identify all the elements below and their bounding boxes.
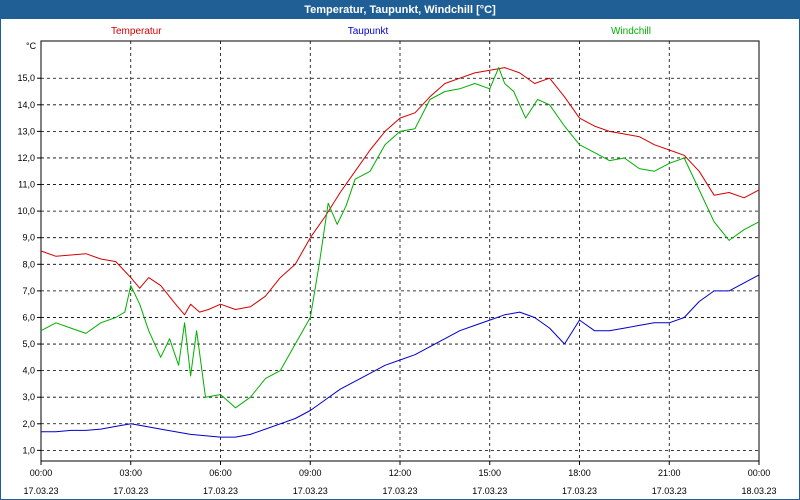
x-axis: 00:00 17.03.23 03:00 17.03.23 06:00 17.03.23 0… (23, 461, 777, 496)
y-tick-label: 11,0 (18, 180, 35, 190)
grid-lines (41, 41, 759, 461)
x-tick-date: 17.03.23 (23, 486, 58, 496)
y-tick-label: 6,0 (22, 312, 35, 322)
x-tick-date: 17.03.23 (203, 486, 238, 496)
y-axis: 1,0 2,0 3,0 4,0 5,0 6,0 7,0 8,0 9,0 10,0 11,0 12,0 1… (17, 73, 41, 455)
x-tick-time: 00:00 (30, 468, 53, 478)
x-tick-time: 00:00 (748, 468, 771, 478)
x-tick-time: 15:00 (478, 468, 501, 478)
y-tick-label: 7,0 (22, 286, 35, 296)
y-tick-label: 4,0 (22, 366, 35, 376)
x-tick-date: 17.03.23 (472, 486, 507, 496)
y-tick-label: 1,0 (22, 445, 35, 455)
y-tick-label: 3,0 (22, 392, 35, 402)
x-tick-date: 17.03.23 (652, 486, 687, 496)
y-tick-label: 12,0 (17, 153, 35, 163)
series-lines (40, 67, 760, 438)
x-tick-date: 17.03.23 (113, 486, 148, 496)
x-tick-time: 18:00 (568, 468, 591, 478)
x-tick-date: 17.03.23 (562, 486, 597, 496)
y-tick-label: 9,0 (22, 233, 35, 243)
x-tick-time: 06:00 (209, 468, 232, 478)
y-tick-label: 10,0 (17, 206, 35, 216)
y-tick-label: 5,0 (22, 339, 35, 349)
window-title: Temperatur, Taupunkt, Windchill [°C] (1, 1, 799, 19)
y-tick-label: 2,0 (22, 419, 35, 429)
y-tick-label: 14,0 (17, 100, 35, 110)
series-line-temperatur (40, 67, 760, 316)
line-chart: 1,0 2,0 3,0 4,0 5,0 6,0 7,0 8,0 9,0 10,0 11,0 12,0 1… (17, 26, 777, 496)
series-line-windchill (40, 67, 760, 409)
y-axis-label: °C (26, 41, 37, 51)
x-tick-date: 17.03.23 (382, 486, 417, 496)
legend-taupunkt: Taupunkt (348, 26, 389, 37)
y-tick-label: 13,0 (17, 126, 35, 136)
x-tick-time: 03:00 (119, 468, 142, 478)
x-tick-time: 12:00 (389, 468, 412, 478)
legend-windchill: Windchill (611, 26, 651, 37)
y-tick-label: 8,0 (22, 259, 35, 269)
legend-temperatur: Temperatur (111, 26, 162, 37)
legend: Temperatur Taupunkt Windchill (111, 26, 651, 37)
y-tick-label: 15,0 (17, 73, 35, 83)
x-tick-date: 17.03.23 (293, 486, 328, 496)
series-line-taupunkt (41, 274, 760, 438)
x-tick-time: 09:00 (299, 468, 322, 478)
x-tick-date: 18.03.23 (741, 486, 776, 496)
x-tick-time: 21:00 (658, 468, 681, 478)
